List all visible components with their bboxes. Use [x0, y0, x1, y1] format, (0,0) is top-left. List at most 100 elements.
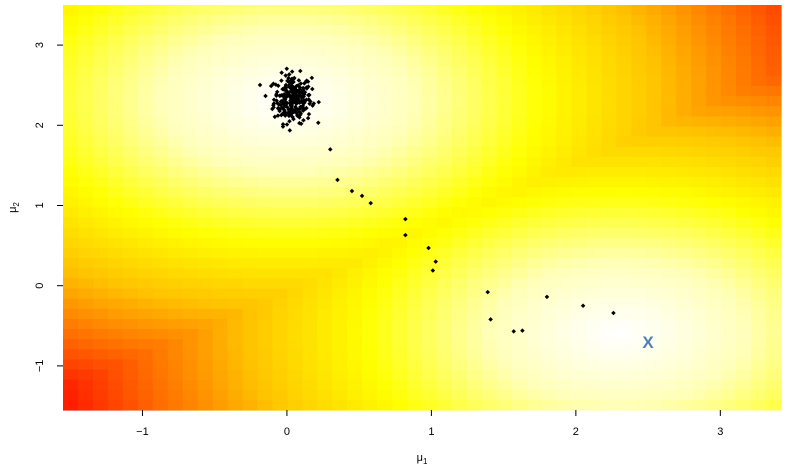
heat-cell	[526, 268, 543, 279]
heat-cell	[137, 207, 154, 219]
heat-cell	[272, 369, 288, 381]
heat-cell	[571, 65, 588, 77]
heat-cell	[676, 96, 692, 107]
heat-cell	[167, 167, 184, 178]
heat-cell	[616, 116, 633, 128]
heat-cell	[362, 116, 378, 128]
heat-cell	[77, 177, 94, 188]
heat-cell	[436, 156, 453, 168]
heat-cell	[272, 146, 288, 158]
heat-cell	[377, 258, 393, 269]
heat-cell	[631, 379, 647, 391]
heat-cell	[152, 136, 169, 148]
heat-cell	[107, 177, 124, 188]
heat-cell	[766, 359, 782, 371]
heat-cell	[362, 5, 378, 16]
heat-cell	[287, 126, 303, 138]
heat-cell	[586, 106, 603, 117]
heat-cell	[392, 65, 408, 77]
heat-cell	[287, 116, 303, 128]
heat-cell	[422, 369, 438, 381]
heat-cell	[646, 399, 662, 411]
heat-cell	[631, 258, 647, 269]
heat-cell	[751, 248, 767, 259]
heat-cell	[436, 399, 453, 411]
heat-cell	[92, 389, 109, 401]
heat-cell	[332, 197, 348, 209]
heat-cell	[362, 237, 378, 249]
true-value-marker: X	[642, 333, 654, 352]
heat-cell	[556, 5, 573, 16]
heat-cell	[347, 146, 363, 158]
heat-cell	[63, 227, 79, 239]
heat-cell	[496, 217, 513, 229]
heat-cell	[122, 35, 139, 47]
heat-cell	[182, 318, 199, 330]
heat-cell	[661, 116, 677, 128]
heat-cell	[332, 379, 348, 391]
heat-cell	[287, 187, 303, 198]
heat-cell	[302, 248, 318, 259]
heat-cell	[182, 25, 199, 36]
heat-cell	[541, 278, 558, 290]
heat-cell	[571, 146, 588, 158]
heat-cell	[601, 237, 618, 249]
heat-cell	[227, 55, 244, 67]
heat-cell	[616, 167, 633, 178]
heat-cell	[227, 197, 244, 209]
heat-cell	[496, 15, 513, 26]
heat-cell	[212, 278, 229, 290]
heat-cell	[407, 177, 423, 188]
heat-cell	[691, 339, 707, 350]
heat-cell	[317, 106, 333, 117]
heat-cell	[302, 197, 318, 209]
heat-cell	[272, 248, 288, 259]
heat-cell	[197, 15, 214, 26]
heat-cell	[362, 136, 378, 148]
heat-cell	[526, 389, 543, 401]
heat-cell	[407, 96, 423, 107]
heat-cell	[586, 389, 603, 401]
heat-cell	[691, 237, 707, 249]
heat-cell	[541, 75, 558, 87]
heat-cell	[451, 86, 468, 97]
heat-cell	[137, 359, 154, 371]
heat-cell	[377, 86, 393, 97]
heat-cell	[63, 55, 79, 67]
heat-cell	[676, 45, 692, 57]
heat-cell	[751, 308, 767, 320]
heat-cell	[392, 5, 408, 16]
heat-cell	[347, 156, 363, 168]
y-tick-label: 1	[34, 202, 46, 208]
heat-cell	[706, 339, 722, 350]
heat-cell	[77, 248, 94, 259]
heat-cell	[287, 5, 303, 16]
heat-cell	[436, 35, 453, 47]
heat-cell	[137, 349, 154, 360]
heat-cell	[227, 86, 244, 97]
heat-cell	[571, 329, 588, 340]
heat-cell	[496, 268, 513, 279]
heat-cell	[766, 268, 782, 279]
heat-cell	[227, 298, 244, 310]
heat-cell	[227, 5, 244, 16]
heat-cell	[92, 268, 109, 279]
heat-cell	[107, 197, 124, 209]
heat-cell	[122, 258, 139, 269]
heat-cell	[556, 308, 573, 320]
heat-cell	[92, 359, 109, 371]
heat-cell	[571, 248, 588, 259]
x-tick-label: 1	[428, 426, 434, 438]
heat-cell	[721, 308, 737, 320]
heat-cell	[63, 349, 79, 360]
heat-cell	[676, 237, 692, 249]
heat-cell	[152, 237, 169, 249]
heat-cell	[556, 268, 573, 279]
heat-cell	[436, 339, 453, 350]
heat-cell	[302, 75, 318, 87]
heat-cell	[152, 288, 169, 300]
heat-cell	[377, 237, 393, 249]
heat-cell	[227, 227, 244, 239]
heat-cell	[526, 156, 543, 168]
heat-cell	[526, 369, 543, 381]
